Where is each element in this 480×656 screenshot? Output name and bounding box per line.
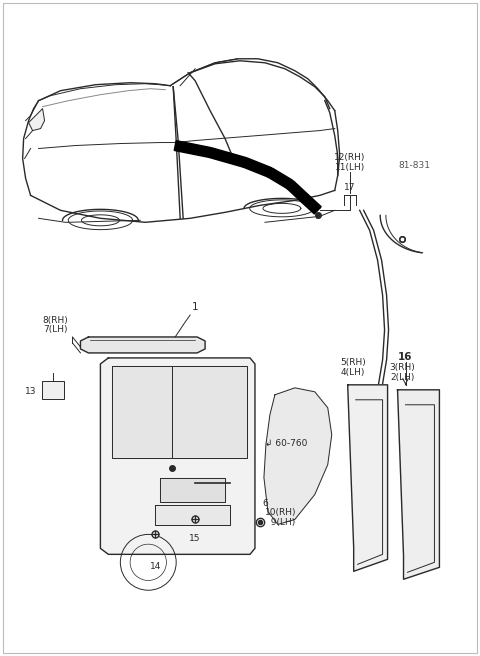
Text: 6: 6: [262, 499, 268, 508]
Polygon shape: [100, 358, 255, 554]
Text: 9(LH): 9(LH): [265, 518, 295, 527]
Text: 13: 13: [25, 387, 36, 396]
Text: 14: 14: [150, 562, 161, 571]
Text: 12(RH): 12(RH): [334, 154, 365, 163]
Text: 81-831: 81-831: [398, 161, 431, 171]
Text: ↲ 60-760: ↲ 60-760: [265, 438, 307, 447]
Text: 17: 17: [344, 184, 355, 192]
Polygon shape: [348, 385, 387, 571]
Polygon shape: [160, 478, 225, 502]
Polygon shape: [155, 506, 230, 525]
Polygon shape: [209, 148, 246, 167]
Text: 8(RH): 8(RH): [43, 316, 69, 325]
Text: 7(LH): 7(LH): [43, 325, 68, 334]
Text: 10(RH): 10(RH): [265, 508, 297, 518]
Text: 3(RH): 3(RH): [390, 363, 415, 372]
Text: 16: 16: [398, 352, 413, 362]
Polygon shape: [264, 388, 332, 524]
Polygon shape: [243, 158, 272, 177]
Polygon shape: [397, 390, 439, 579]
Polygon shape: [301, 195, 321, 214]
Text: 15: 15: [190, 535, 201, 543]
Polygon shape: [29, 109, 45, 131]
Text: 11(LH): 11(LH): [335, 163, 365, 173]
Polygon shape: [81, 337, 205, 353]
Polygon shape: [267, 168, 292, 189]
Polygon shape: [112, 366, 247, 458]
Text: 2(LH): 2(LH): [390, 373, 415, 382]
Polygon shape: [287, 181, 308, 202]
Polygon shape: [174, 140, 211, 157]
Text: 5(RH): 5(RH): [340, 358, 366, 367]
Text: 4(LH): 4(LH): [340, 368, 365, 377]
FancyBboxPatch shape: [42, 381, 63, 399]
Text: 1: 1: [192, 302, 199, 312]
